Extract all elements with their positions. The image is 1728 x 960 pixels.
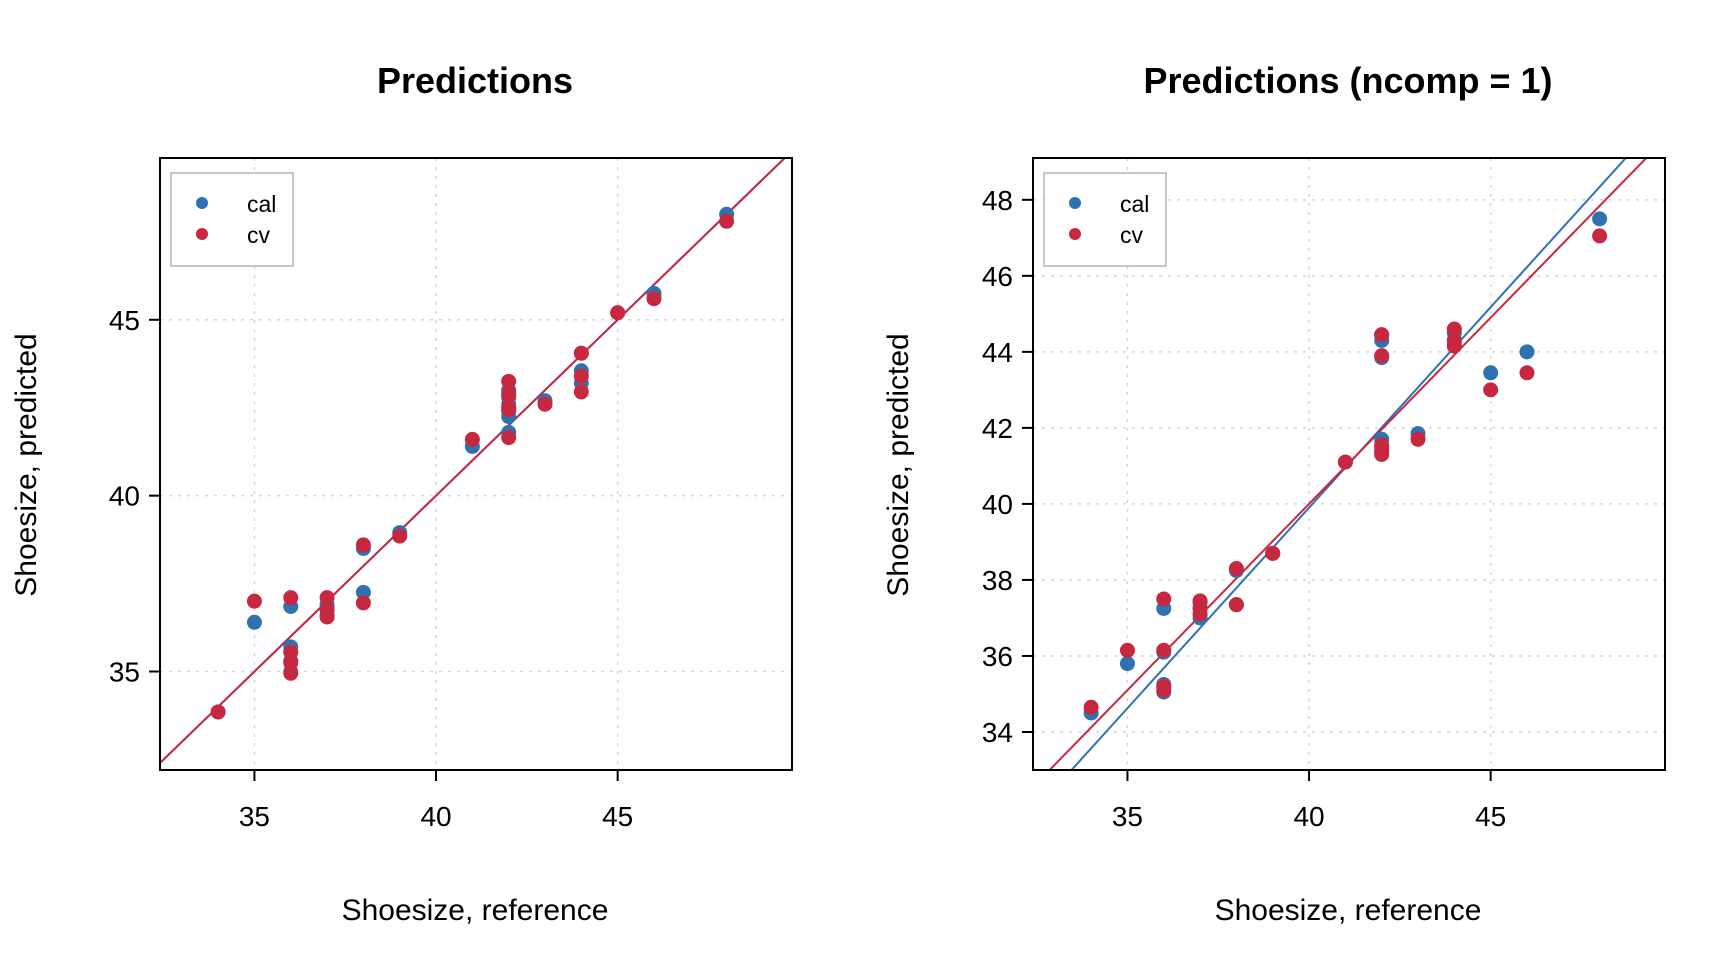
x-tick-label: 40 (1293, 801, 1324, 832)
legend-label-cal: cal (1120, 191, 1149, 217)
data-point-cv (1446, 321, 1462, 337)
x-tick-label: 45 (602, 801, 633, 832)
data-point-cal (1592, 211, 1608, 227)
x-tick-label: 45 (1475, 801, 1506, 832)
data-point-cv (355, 595, 371, 611)
data-point-cv (319, 609, 335, 625)
data-point-cv (1156, 642, 1172, 658)
data-point-cv (1119, 642, 1135, 658)
y-tick-label: 42 (982, 413, 1013, 444)
chart-title: Predictions (377, 60, 573, 101)
x-axis-label: Shoesize, reference (342, 894, 609, 927)
plot-frame (1032, 157, 1666, 771)
y-tick-label: 40 (109, 481, 140, 512)
data-point-cv (501, 373, 517, 389)
x-axis-label: Shoesize, reference (1215, 894, 1482, 927)
data-point-cv (646, 291, 662, 307)
y-tick-label: 36 (982, 641, 1013, 672)
y-axis-label: Shoesize, predicted (882, 333, 915, 597)
y-tick-label: 44 (982, 337, 1013, 368)
plot-frame (159, 157, 793, 771)
data-point-cal (1519, 344, 1535, 360)
chart-panel-predictions: Predictions 35 40 45 35 40 45 cal cv Shoesize… (10, 60, 793, 927)
data-point-cv (1156, 682, 1172, 698)
data-point-cv (210, 704, 226, 720)
data-point-cv (1374, 348, 1390, 364)
legend-label-cv: cv (1120, 222, 1144, 248)
legend-box (1043, 172, 1167, 267)
legend-label-cal: cal (247, 191, 276, 217)
x-tick-label: 35 (1112, 801, 1143, 832)
data-point-cv (1410, 431, 1426, 447)
data-point-cv (319, 590, 335, 606)
y-axis-label: Shoesize, predicted (10, 333, 43, 597)
y-tick-label: 46 (982, 261, 1013, 292)
chart-panel-predictions-ncomp: Predictions (ncomp = 1) 35 40 45 34 36 38 40 42… (882, 60, 1666, 927)
chart-title: Predictions (ncomp = 1) (1143, 60, 1552, 101)
y-tick-label: 40 (982, 489, 1013, 520)
data-point-cv (283, 665, 299, 681)
legend-marker-cv (1069, 228, 1081, 240)
y-tick-label: 34 (982, 717, 1013, 748)
y-tick-label: 48 (982, 185, 1013, 216)
data-point-cv (283, 655, 299, 671)
data-point-cv (1228, 597, 1244, 613)
data-point-cv (464, 431, 480, 447)
data-point-cv (719, 213, 735, 229)
data-point-cal (1119, 656, 1135, 672)
data-point-cv (355, 537, 371, 553)
legend: cal cv (170, 172, 294, 267)
data-point-cv (1337, 454, 1353, 470)
data-point-cv (1374, 443, 1390, 459)
data-point-cv (501, 387, 517, 403)
legend-marker-cv (196, 228, 208, 240)
data-point-cv (610, 305, 626, 321)
data-point-cv (392, 528, 408, 544)
data-point-cv (501, 400, 517, 416)
data-point-cv (1083, 699, 1099, 715)
data-point-cv (1265, 545, 1281, 561)
data-point-cv (573, 384, 589, 400)
data-point-cv (501, 430, 517, 446)
data-point-cv (246, 593, 262, 609)
data-point-cv (1156, 591, 1172, 607)
legend-label-cv: cv (247, 222, 271, 248)
data-point-cv (1519, 365, 1535, 381)
legend-marker-cal (1069, 197, 1081, 209)
data-point-cv (1228, 561, 1244, 577)
data-point-cv (283, 590, 299, 606)
legend-box (170, 172, 294, 267)
fit-line-cv (160, 158, 787, 764)
y-tick-label: 35 (109, 657, 140, 688)
data-point-cv (1483, 382, 1499, 398)
data-point-cal (1483, 365, 1499, 381)
legend-marker-cal (196, 197, 208, 209)
data-point-cv (283, 644, 299, 660)
data-point-cv (1592, 228, 1608, 244)
legend: cal cv (1043, 172, 1167, 267)
data-point-cal (355, 584, 371, 600)
y-tick-label: 45 (109, 305, 140, 336)
data-point-cv (537, 396, 553, 412)
data-point-cv (1192, 606, 1208, 622)
data-point-cv (1374, 327, 1390, 343)
data-point-cv (1446, 332, 1462, 348)
data-point-cv (573, 368, 589, 384)
data-point-cal (246, 614, 262, 630)
x-tick-label: 40 (420, 801, 451, 832)
data-point-cv (573, 345, 589, 361)
y-tick-label: 38 (982, 565, 1013, 596)
x-tick-label: 35 (239, 801, 270, 832)
